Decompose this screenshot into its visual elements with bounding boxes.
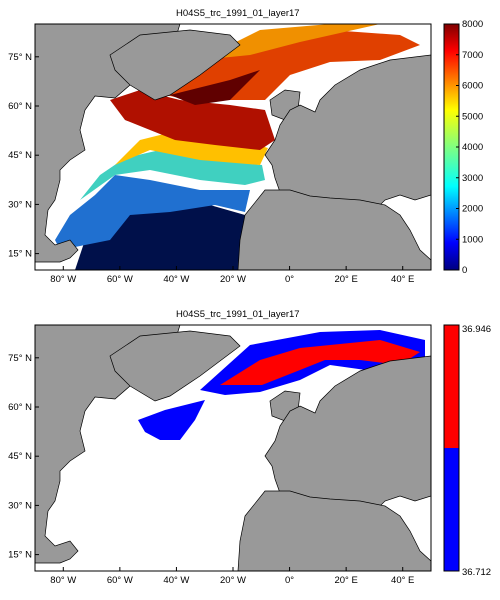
- xtick-label: 20° W: [220, 575, 246, 586]
- panel1-title: H04S5_trc_1991_01_layer17: [176, 8, 300, 19]
- panel1-map: [35, 24, 431, 270]
- xtick-label: 80° W: [50, 575, 76, 586]
- panel1-yticks: 75° N 60° N 45° N 30° N 15° N: [8, 52, 39, 260]
- panel2-colorbar-frame: [443, 324, 460, 572]
- ytick-label: 60° N: [8, 402, 32, 413]
- region-labrador-blue: [138, 400, 205, 440]
- panel2-colorbar-top-label: 36.946: [462, 324, 491, 335]
- colorbar-tick-label: 4000: [462, 142, 483, 153]
- xtick-label: 60° W: [107, 575, 133, 586]
- land-africa: [237, 189, 431, 270]
- colorbar-tick-label: 1000: [462, 234, 483, 245]
- region-blue-band: [55, 175, 250, 250]
- ytick-label: 15° N: [8, 249, 32, 260]
- panel1-xticks: 80° W 60° W 40° W 20° W 0° 20° E 40° E: [50, 266, 414, 285]
- panel1-colorbar-ticks: 0 1000 2000 3000 4000 5000 6000 7000 8000: [456, 19, 483, 276]
- xtick-label: 40° W: [163, 575, 189, 586]
- panel2-xticks: 80° W 60° W 40° W 20° W 0° 20° E 40° E: [50, 567, 414, 586]
- land-greenland: [109, 29, 241, 101]
- colorbar-tick-label: 7000: [462, 50, 483, 61]
- colorbar-tick-label: 6000: [462, 81, 483, 92]
- region-labrador-core: [170, 70, 260, 105]
- xtick-label: 20° E: [334, 274, 357, 285]
- panel2-title: H04S5_trc_1991_01_layer17: [176, 309, 300, 320]
- panel2-colorbar-red: [444, 325, 459, 448]
- panel2-colorbar-bottom-label: 36.712: [462, 567, 491, 578]
- land-2: [35, 325, 431, 571]
- ytick-label: 30° N: [8, 500, 32, 511]
- land: [35, 24, 431, 270]
- region-nordic-red: [220, 340, 420, 385]
- ytick-label: 30° N: [8, 199, 32, 210]
- region-arctic-edge: [200, 24, 380, 60]
- ytick-label: 45° N: [8, 150, 32, 161]
- region-subpolar-gyre: [110, 90, 275, 150]
- colorbar-tick-label: 8000: [462, 19, 483, 30]
- land-greenland-2: [109, 330, 241, 402]
- ytick-label: 75° N: [8, 353, 32, 364]
- panel2-map: [35, 325, 431, 571]
- ytick-label: 45° N: [8, 451, 32, 462]
- ytick-label: 75° N: [8, 52, 32, 63]
- xtick-label: 40° E: [391, 274, 414, 285]
- xtick-label: 20° W: [220, 274, 246, 285]
- xtick-label: 20° E: [334, 575, 357, 586]
- xtick-label: 40° W: [163, 274, 189, 285]
- colorbar-tick-label: 5000: [462, 111, 483, 122]
- land-africa-2: [237, 490, 431, 571]
- colorbar-tick-label: 3000: [462, 173, 483, 184]
- region-mid-atlantic-30N: [80, 150, 265, 200]
- xtick-label: 60° W: [107, 274, 133, 285]
- colorbar-tick-label: 0: [462, 265, 467, 276]
- ytick-label: 15° N: [8, 550, 32, 561]
- xtick-label: 0°: [285, 274, 294, 285]
- xtick-label: 0°: [285, 575, 294, 586]
- panel2-yticks: 75° N 60° N 45° N 30° N 15° N: [8, 353, 39, 561]
- ytick-label: 60° N: [8, 101, 32, 112]
- xtick-label: 40° E: [391, 575, 414, 586]
- colorbar-tick-label: 2000: [462, 204, 483, 215]
- panel2-colorbar-blue: [444, 448, 459, 571]
- region-nordic-seas: [140, 30, 420, 100]
- xtick-label: 80° W: [50, 274, 76, 285]
